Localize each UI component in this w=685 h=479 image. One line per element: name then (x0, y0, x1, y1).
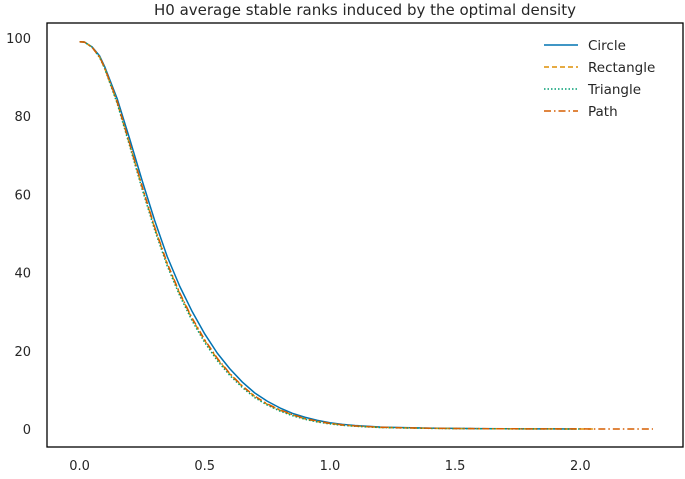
y-tick-label: 60 (14, 188, 31, 203)
legend-label-path: Path (588, 104, 618, 120)
y-tick-label: 40 (14, 267, 31, 282)
x-tick-label: 2.0 (570, 459, 591, 474)
x-tick-label: 0.0 (69, 459, 90, 474)
y-tick-label: 100 (6, 32, 31, 47)
legend-label-rectangle: Rectangle (588, 60, 655, 76)
legend-label-triangle: Triangle (587, 82, 641, 98)
y-tick-label: 0 (23, 423, 31, 438)
plot-frame (46, 22, 684, 448)
x-tick-label: 1.5 (445, 459, 466, 474)
chart-title: H0 average stable ranks induced by the o… (154, 1, 576, 19)
plot-series (79, 41, 653, 430)
y-tick-label: 20 (14, 345, 31, 360)
y-axis: 0 20 40 60 80 100 (6, 32, 31, 438)
y-tick-label: 80 (14, 110, 31, 125)
legend: Circle Rectangle Triangle Path (544, 38, 655, 120)
x-axis: 0.0 0.5 1.0 1.5 2.0 (69, 459, 590, 474)
series-line-path (79, 41, 653, 430)
x-tick-label: 1.0 (320, 459, 341, 474)
x-tick-label: 0.5 (194, 459, 215, 474)
legend-label-circle: Circle (588, 38, 626, 54)
